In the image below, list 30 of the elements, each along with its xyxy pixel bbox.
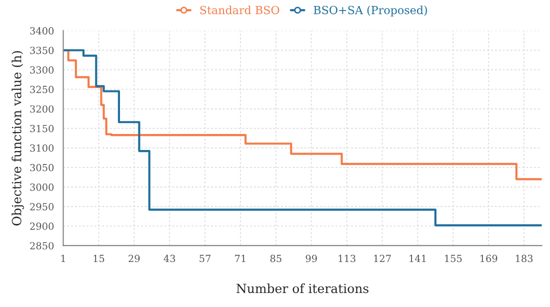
y-tick-label: 3350	[30, 46, 54, 54]
y-tick-label: 3200	[30, 105, 54, 113]
x-tick-label: 71	[235, 254, 246, 262]
x-tick-label: 57	[200, 254, 211, 262]
x-tick-label: 155	[445, 254, 462, 262]
legend-label: BSO+SA (Proposed)	[314, 6, 427, 16]
x-tick-label: 141	[410, 254, 426, 262]
x-axis-title: Number of iterations	[236, 283, 368, 294]
y-tick-label: 3300	[30, 66, 54, 74]
y-tick-label: 2850	[30, 242, 54, 250]
y-tick-label: 3100	[30, 144, 54, 152]
y-tick-label: 2950	[30, 203, 54, 210]
legend-label: Standard BSO	[200, 6, 280, 14]
x-tick-label: 29	[128, 254, 140, 262]
y-tick-label: 3000	[30, 183, 54, 191]
y-tick-label: 3150	[30, 124, 54, 132]
x-tick-label: 43	[164, 254, 176, 262]
x-tick-label: 85	[270, 254, 282, 262]
x-tick-label: 183	[516, 254, 533, 262]
y-tick-label: 3400	[30, 27, 54, 35]
x-tick-label: 113	[338, 254, 356, 262]
x-tick-label: 1	[61, 254, 65, 262]
y-tick-label: 3250	[30, 86, 54, 94]
y-tick-label: 3050	[30, 164, 54, 172]
y-axis-title: Objective function value (h)	[12, 51, 24, 226]
x-tick-label: 127	[374, 254, 391, 262]
x-tick-label: 169	[480, 254, 498, 262]
y-tick-label: 2900	[30, 222, 54, 230]
x-tick-label: 99	[306, 254, 317, 262]
x-tick-label: 15	[94, 254, 104, 262]
